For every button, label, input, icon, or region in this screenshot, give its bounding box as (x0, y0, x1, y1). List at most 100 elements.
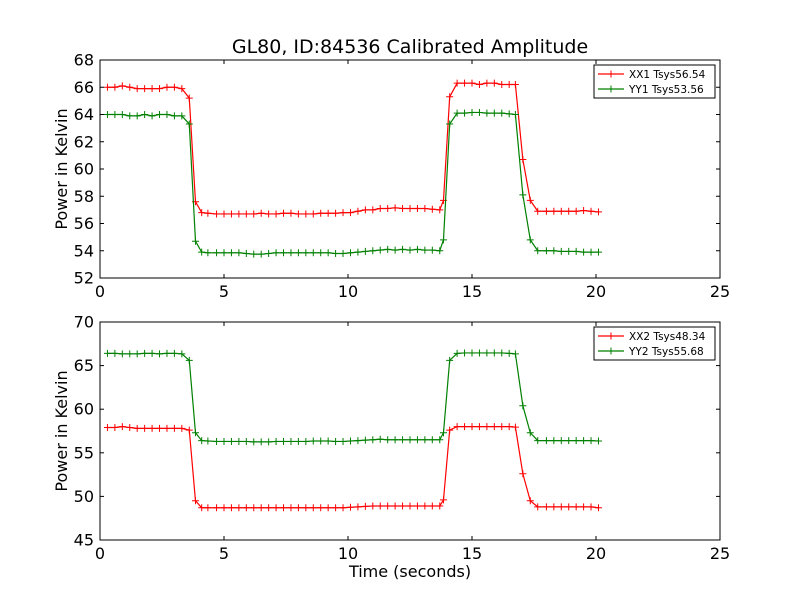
data-point (580, 248, 588, 256)
data-point (557, 437, 565, 445)
data-point (461, 79, 469, 87)
data-point (498, 349, 506, 357)
data-point (580, 503, 588, 511)
data-point (572, 207, 580, 215)
data-point (156, 85, 164, 93)
data-point (468, 108, 476, 116)
data-point (220, 504, 228, 512)
data-point (148, 112, 156, 120)
data-point (526, 429, 534, 437)
data-point (317, 504, 325, 512)
data-point (227, 504, 235, 512)
data-point (399, 436, 407, 444)
legend-swatch-marker (607, 70, 615, 78)
data-point (163, 111, 171, 118)
data-point (453, 109, 461, 117)
data-point (339, 437, 347, 445)
data-point (376, 502, 384, 510)
data-point (399, 245, 407, 253)
data-point (191, 497, 199, 505)
data-point (406, 502, 414, 510)
x-tick-label: 20 (586, 282, 606, 301)
data-point (587, 503, 595, 511)
data-point (565, 503, 573, 511)
data-point (511, 350, 519, 358)
data-point (542, 503, 550, 511)
y-axis-label: Power in Kelvin (52, 370, 71, 491)
bottom-plot: 0 5 10 15 20 25 45 50 55 60 65 70 Power in Kelvin Tim… (52, 313, 730, 582)
data-point (118, 423, 126, 431)
data-point (191, 429, 199, 437)
data-point (103, 424, 111, 432)
data-point (346, 249, 354, 257)
data-point (587, 207, 595, 215)
data-point (235, 210, 243, 218)
data-point (505, 81, 513, 89)
data-point (436, 247, 444, 255)
data-point (580, 437, 588, 445)
data-point (294, 437, 302, 445)
data-point (287, 504, 295, 512)
y-tick-label: 60 (74, 400, 94, 419)
data-point (257, 250, 265, 258)
data-point (133, 424, 141, 432)
data-point (354, 207, 362, 215)
data-point (213, 210, 221, 218)
data-point (453, 79, 461, 87)
data-point (565, 207, 573, 215)
data-point (170, 424, 178, 432)
data-point (475, 349, 483, 357)
data-point (178, 85, 186, 93)
data-point (317, 437, 325, 445)
data-point (468, 79, 476, 87)
data-point (287, 437, 295, 445)
data-point (163, 349, 171, 357)
data-point (204, 209, 212, 217)
data-point (287, 209, 295, 217)
data-point (550, 437, 558, 445)
data-point (369, 502, 377, 510)
data-point (483, 79, 491, 87)
data-point (163, 424, 171, 432)
axes-frame (99, 321, 721, 541)
data-point (550, 247, 558, 255)
data-point (213, 437, 221, 445)
data-point (103, 111, 111, 118)
data-point (354, 437, 362, 445)
data-point (490, 423, 498, 431)
data-point (287, 249, 295, 257)
data-point (505, 110, 513, 118)
data-point (346, 437, 354, 445)
data-point (235, 437, 243, 445)
data-point (446, 93, 454, 101)
y-axis-label: Power in Kelvin (52, 108, 71, 229)
data-point (436, 206, 444, 214)
data-point (453, 349, 461, 357)
data-point (421, 436, 429, 444)
data-point (170, 83, 178, 91)
data-point (526, 497, 534, 505)
data-point (235, 504, 243, 512)
data-point (220, 249, 228, 257)
data-point (185, 356, 193, 364)
data-point (339, 249, 347, 257)
data-point (141, 85, 149, 93)
data-point (141, 349, 149, 357)
data-point (534, 247, 542, 255)
data-point (461, 423, 469, 431)
data-point (594, 437, 602, 445)
data-point (439, 496, 447, 504)
data-point (309, 504, 317, 512)
data-point (580, 207, 588, 215)
data-point (220, 437, 228, 445)
data-point (242, 249, 250, 257)
data-point (505, 349, 513, 357)
data-point (534, 207, 542, 215)
x-tick-label: 5 (219, 544, 229, 563)
data-point (227, 210, 235, 218)
data-point (376, 246, 384, 254)
data-point (406, 246, 414, 254)
data-point (204, 249, 212, 257)
data-point (250, 250, 258, 258)
data-point (156, 424, 164, 432)
